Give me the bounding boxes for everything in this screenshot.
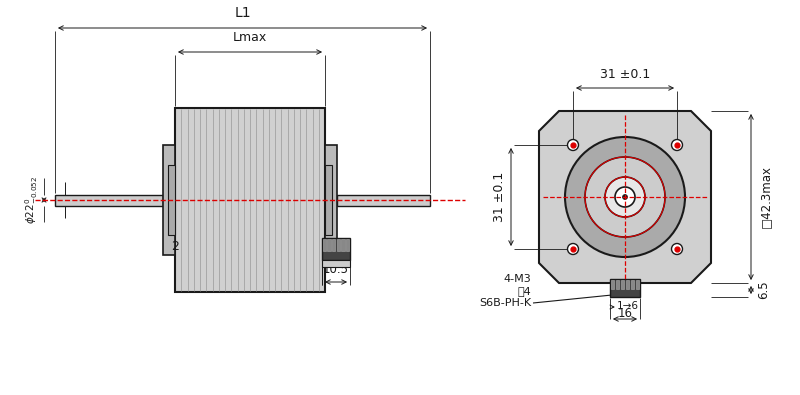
- Bar: [346, 239, 349, 251]
- Bar: [168, 165, 175, 235]
- Bar: [616, 280, 619, 289]
- Bar: [630, 280, 634, 289]
- Circle shape: [565, 137, 685, 257]
- Text: 深4: 深4: [518, 286, 531, 296]
- Text: 6.5: 6.5: [757, 281, 770, 299]
- Text: 10.5: 10.5: [323, 263, 349, 276]
- Bar: [327, 239, 330, 251]
- Text: 4-M3: 4-M3: [503, 274, 531, 284]
- Bar: [55, 194, 163, 205]
- Circle shape: [671, 243, 682, 254]
- Bar: [323, 239, 326, 251]
- Bar: [621, 280, 624, 289]
- Bar: [175, 108, 325, 292]
- Bar: [337, 194, 430, 205]
- Bar: [322, 260, 350, 267]
- Text: 16: 16: [618, 307, 633, 320]
- Circle shape: [671, 139, 682, 150]
- Circle shape: [622, 194, 627, 199]
- Polygon shape: [539, 111, 711, 283]
- Circle shape: [567, 243, 578, 254]
- Bar: [337, 239, 340, 251]
- Text: L1: L1: [234, 6, 251, 20]
- Text: Lmax: Lmax: [233, 31, 267, 44]
- Circle shape: [585, 157, 665, 237]
- Text: $\phi$22$^{0}_{-0.052}$: $\phi$22$^{0}_{-0.052}$: [24, 176, 40, 224]
- Bar: [342, 239, 345, 251]
- Text: 2: 2: [171, 240, 179, 253]
- Circle shape: [615, 187, 635, 207]
- Circle shape: [605, 177, 645, 217]
- Text: 31 ±0.1: 31 ±0.1: [600, 68, 650, 81]
- Bar: [626, 280, 630, 289]
- Bar: [636, 280, 639, 289]
- Text: 31 ±0.1: 31 ±0.1: [493, 172, 506, 222]
- Bar: [325, 165, 332, 235]
- Bar: [322, 238, 350, 260]
- Text: S6B-PH-K: S6B-PH-K: [479, 298, 531, 308]
- Circle shape: [567, 139, 578, 150]
- Bar: [610, 279, 640, 297]
- Bar: [325, 145, 337, 255]
- Bar: [163, 145, 175, 255]
- Text: 1→6: 1→6: [617, 301, 639, 311]
- Bar: [610, 280, 614, 289]
- Text: □42.3max: □42.3max: [759, 166, 772, 228]
- Bar: [332, 239, 335, 251]
